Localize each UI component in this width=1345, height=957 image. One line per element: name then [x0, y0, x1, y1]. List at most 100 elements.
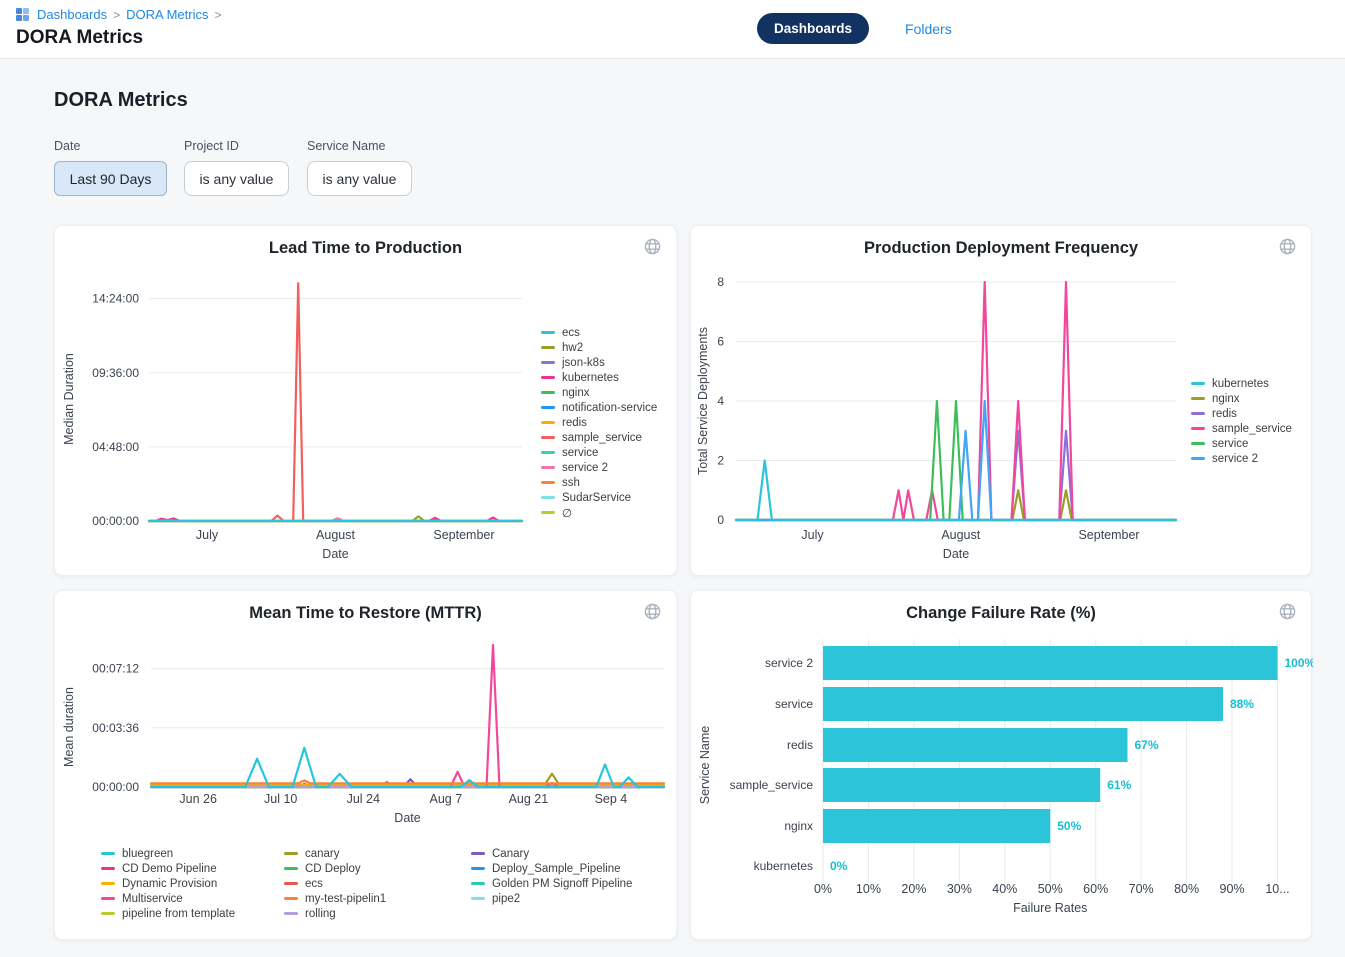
- category-label: service 2: [765, 656, 813, 670]
- bar-service[interactable]: [823, 687, 1223, 721]
- legend-label: pipeline from template: [122, 908, 235, 920]
- category-label: nginx: [784, 819, 813, 833]
- legend-swatch: [1191, 442, 1205, 445]
- y-axis-title: Total Service Deployments: [696, 327, 710, 475]
- legend-item--[interactable]: ∅: [541, 505, 657, 520]
- legend-item-deploy-sample-pipeline[interactable]: Deploy_Sample_Pipeline: [471, 861, 632, 876]
- legend-label: Golden PM Signoff Pipeline: [492, 878, 632, 890]
- date-filter-button[interactable]: Last 90 Days: [54, 161, 167, 196]
- x-axis-title: Date: [394, 811, 420, 825]
- legend-label: ecs: [305, 878, 323, 890]
- legend-item-hw2[interactable]: hw2: [541, 340, 657, 355]
- x-tick-label: Aug 7: [429, 792, 462, 806]
- breadcrumb-dashboards-link[interactable]: Dashboards: [37, 7, 107, 22]
- legend-item-redis[interactable]: redis: [1191, 406, 1292, 421]
- breadcrumb-separator: >: [214, 8, 221, 22]
- y-tick-label: 00:03:36: [92, 721, 139, 735]
- legend-item-my-test-pipelin1[interactable]: my-test-pipelin1: [284, 891, 386, 906]
- legend-item-multiservice[interactable]: Multiservice: [101, 891, 235, 906]
- x-axis-title: Date: [943, 547, 969, 561]
- legend-item-service[interactable]: service: [1191, 436, 1292, 451]
- legend-item-redis[interactable]: redis: [541, 415, 657, 430]
- project-id-filter-button[interactable]: is any value: [184, 161, 289, 196]
- legend-item-kubernetes[interactable]: kubernetes: [541, 370, 657, 385]
- legend-item-service-2[interactable]: service 2: [541, 460, 657, 475]
- tab-folders[interactable]: Folders: [905, 21, 952, 37]
- legend-label: service: [562, 447, 598, 459]
- legend-item-ssh[interactable]: ssh: [541, 475, 657, 490]
- y-axis-title: Median Duration: [62, 353, 76, 445]
- legend-swatch: [284, 852, 298, 855]
- legend-label: redis: [1212, 408, 1237, 420]
- series-redis: [736, 431, 1176, 520]
- filter-label-project-id: Project ID: [184, 139, 239, 153]
- tab-dashboards[interactable]: Dashboards: [757, 13, 869, 44]
- legend-item-nginx[interactable]: nginx: [541, 385, 657, 400]
- legend-label: pipe2: [492, 893, 520, 905]
- y-tick-label: 09:36:00: [92, 366, 139, 380]
- legend-swatch: [284, 912, 298, 915]
- legend-label: Multiservice: [122, 893, 183, 905]
- legend-swatch: [101, 867, 115, 870]
- legend-item-kubernetes[interactable]: kubernetes: [1191, 376, 1292, 391]
- legend-item-pipe2[interactable]: pipe2: [471, 891, 632, 906]
- x-tick-label: 0%: [814, 882, 832, 896]
- legend-item-canary[interactable]: Canary: [471, 846, 632, 861]
- category-label: redis: [787, 738, 813, 752]
- legend-label: service: [1212, 438, 1248, 450]
- legend-item-nginx[interactable]: nginx: [1191, 391, 1292, 406]
- legend-item-ecs[interactable]: ecs: [541, 325, 657, 340]
- legend-swatch: [1191, 427, 1205, 430]
- legend-swatch: [471, 852, 485, 855]
- legend-item-rolling[interactable]: rolling: [284, 906, 386, 921]
- legend-label: my-test-pipelin1: [305, 893, 386, 905]
- legend-label: redis: [562, 417, 587, 429]
- legend-item-sample-service[interactable]: sample_service: [541, 430, 657, 445]
- bar-service-2[interactable]: [823, 646, 1278, 680]
- legend-swatch: [471, 897, 485, 900]
- chart-legend: kubernetesnginx redissample_serviceservic…: [1191, 376, 1292, 466]
- chart-legend-col-3: Canary Deploy_Sample_Pipeline Golden PM Si…: [471, 846, 632, 906]
- legend-item-cd-deploy[interactable]: CD Deploy: [284, 861, 386, 876]
- legend-item-dynamic-provision[interactable]: Dynamic Provision: [101, 876, 235, 891]
- legend-item-json-k8s[interactable]: json-k8s: [541, 355, 657, 370]
- bar-nginx[interactable]: [823, 809, 1050, 843]
- legend-swatch: [541, 376, 555, 379]
- legend-label: nginx: [562, 387, 590, 399]
- legend-item-bluegreen[interactable]: bluegreen: [101, 846, 235, 861]
- legend-item-canary[interactable]: canary: [284, 846, 386, 861]
- legend-item-service[interactable]: service: [541, 445, 657, 460]
- legend-swatch: [541, 391, 555, 394]
- breadcrumb-dora-metrics-link[interactable]: DORA Metrics: [126, 7, 208, 22]
- category-label: kubernetes: [754, 859, 813, 873]
- legend-item-notification-service[interactable]: notification-service: [541, 400, 657, 415]
- legend-item-golden-pm-signoff-pipeline[interactable]: Golden PM Signoff Pipeline: [471, 876, 632, 891]
- x-tick-label: Aug 21: [509, 792, 549, 806]
- legend-item-service-2[interactable]: service 2: [1191, 451, 1292, 466]
- service-name-filter-button[interactable]: is any value: [307, 161, 412, 196]
- legend-swatch: [471, 867, 485, 870]
- legend-label: Canary: [492, 848, 529, 860]
- x-tick-label: 80%: [1174, 882, 1199, 896]
- x-tick-label: Jul 24: [347, 792, 380, 806]
- legend-item-cd-demo-pipeline[interactable]: CD Demo Pipeline: [101, 861, 235, 876]
- legend-item-pipeline-from-template[interactable]: pipeline from template: [101, 906, 235, 921]
- legend-swatch: [541, 436, 555, 439]
- legend-label: Deploy_Sample_Pipeline: [492, 863, 621, 875]
- legend-label: hw2: [562, 342, 583, 354]
- chart-legend: ecs hw2json-k8skubernetes nginx notificatio…: [541, 325, 657, 520]
- legend-swatch: [101, 912, 115, 915]
- legend-item-sample-service[interactable]: sample_service: [1191, 421, 1292, 436]
- bar-value-label: 50%: [1057, 819, 1081, 833]
- legend-swatch: [101, 882, 115, 885]
- bar-value-label: 88%: [1230, 697, 1254, 711]
- filter-label-date: Date: [54, 139, 80, 153]
- bar-redis[interactable]: [823, 728, 1128, 762]
- legend-swatch: [541, 496, 555, 499]
- bar-sample_service[interactable]: [823, 768, 1100, 802]
- legend-item-ecs[interactable]: ecs: [284, 876, 386, 891]
- legend-label: notification-service: [562, 402, 657, 414]
- x-tick-label: Jun 26: [179, 792, 217, 806]
- legend-item-sudarservice[interactable]: SudarService: [541, 490, 657, 505]
- y-tick-label: 4: [717, 394, 724, 408]
